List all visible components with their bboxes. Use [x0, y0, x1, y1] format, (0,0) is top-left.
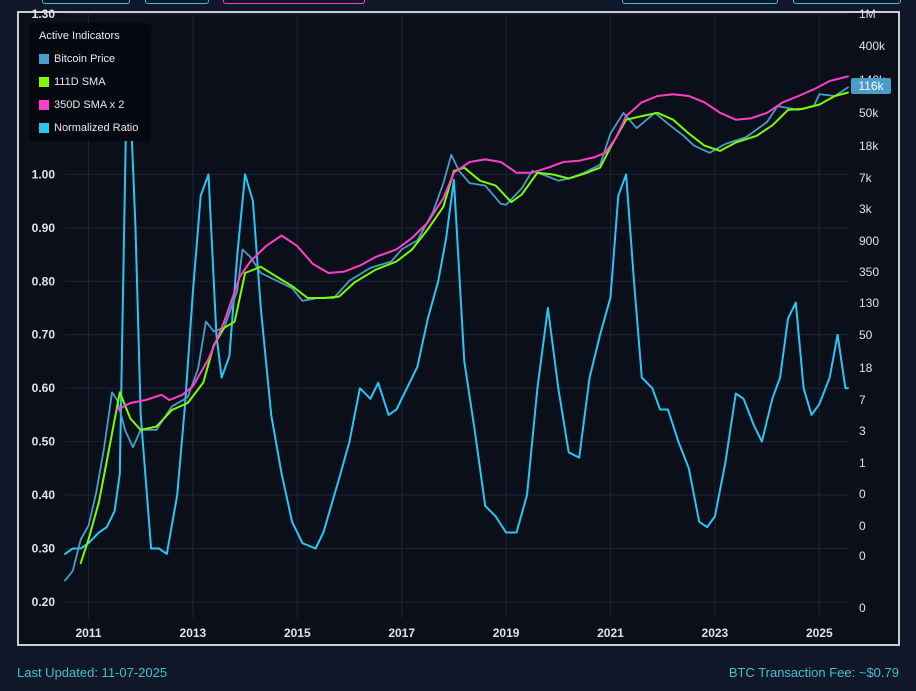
left-tick-label: 1.00: [32, 167, 56, 181]
right-tick-label: 50k: [859, 106, 879, 120]
x-tick-label: 2011: [75, 626, 101, 640]
right-tick-label: 0: [859, 549, 866, 563]
series-350d-sma-x-2: [116, 75, 849, 411]
left-tick-label: 0.30: [32, 542, 56, 556]
left-tick-label: 0.90: [32, 221, 56, 235]
right-tick-label: 7k: [859, 171, 873, 185]
legend-item-normalized-ratio[interactable]: Normalized Ratio: [39, 122, 138, 134]
right-tick-label: 7: [859, 393, 866, 407]
legend-label: Bitcoin Price: [54, 53, 116, 65]
right-tick-label: 350: [859, 265, 879, 279]
right-tick-label: 3k: [859, 202, 873, 216]
series-bitcoin-price: [64, 86, 849, 582]
top-tab-2[interactable]: [145, 0, 209, 4]
right-tick-label: 900: [859, 234, 879, 248]
x-tick-label: 2017: [388, 626, 415, 640]
left-tick-label: 0.40: [32, 488, 56, 502]
x-tick-label: 2015: [284, 626, 311, 640]
legend-label: 350D SMA x 2: [54, 99, 125, 111]
top-tab-4[interactable]: [622, 0, 778, 4]
last-updated: Last Updated: 11-07-2025: [17, 665, 168, 680]
legend: Active Indicators Bitcoin Price 111D SMA…: [29, 23, 151, 141]
chart-lines: [64, 34, 849, 582]
x-tick-label: 2023: [702, 626, 729, 640]
legend-swatch: [39, 54, 49, 64]
right-tick-label: 0: [859, 519, 866, 533]
legend-swatch: [39, 100, 49, 110]
legend-swatch: [39, 77, 49, 87]
x-tick-label: 2021: [597, 626, 624, 640]
x-tick-label: 2013: [180, 626, 207, 640]
legend-item-350d-sma[interactable]: 350D SMA x 2: [39, 99, 124, 111]
transaction-fee: BTC Transaction Fee: ~$0.79: [728, 665, 899, 680]
right-tick-label: 0: [859, 601, 866, 615]
legend-item-price[interactable]: Bitcoin Price: [39, 53, 115, 65]
left-tick-label: 0.70: [32, 328, 56, 342]
legend-label: Normalized Ratio: [54, 122, 139, 134]
left-tick-label: 0.50: [32, 435, 56, 449]
chart-grid: [65, 13, 848, 618]
right-tick-label: 130: [859, 296, 879, 310]
current-price-label: 116k: [851, 78, 891, 94]
left-tick-label: 0.80: [32, 274, 56, 288]
series-111d-sma: [79, 91, 849, 565]
right-tick-label: 18k: [859, 139, 879, 153]
left-tick-label: 0.60: [32, 381, 56, 395]
legend-label: 111D SMA: [54, 76, 106, 88]
top-tab-1[interactable]: [42, 0, 130, 4]
right-tick-label: 400k: [859, 39, 886, 53]
right-tick-label: 0: [859, 487, 866, 501]
x-tick-label: 2019: [493, 626, 520, 640]
legend-swatch: [39, 123, 49, 133]
x-tick-label: 2025: [806, 626, 833, 640]
left-tick-label: 1.30: [32, 7, 56, 21]
legend-title: Active Indicators: [39, 30, 120, 42]
right-tick-label: 18: [859, 361, 873, 375]
left-tick-label: 0.20: [32, 595, 56, 609]
legend-item-111d-sma[interactable]: 111D SMA: [39, 76, 106, 88]
right-tick-label: 3: [859, 424, 866, 438]
top-tab-5[interactable]: [793, 0, 901, 4]
top-tab-3[interactable]: [223, 0, 365, 4]
right-tick-label: 50: [859, 328, 873, 342]
series-normalized-ratio: [64, 34, 849, 555]
right-tick-label: 1M: [859, 7, 876, 21]
axis-ticks: 2011 2013 2015 2017 2019 2021 2023 2025 1.30 1.00…: [32, 7, 886, 640]
right-tick-label: 1: [859, 456, 866, 470]
